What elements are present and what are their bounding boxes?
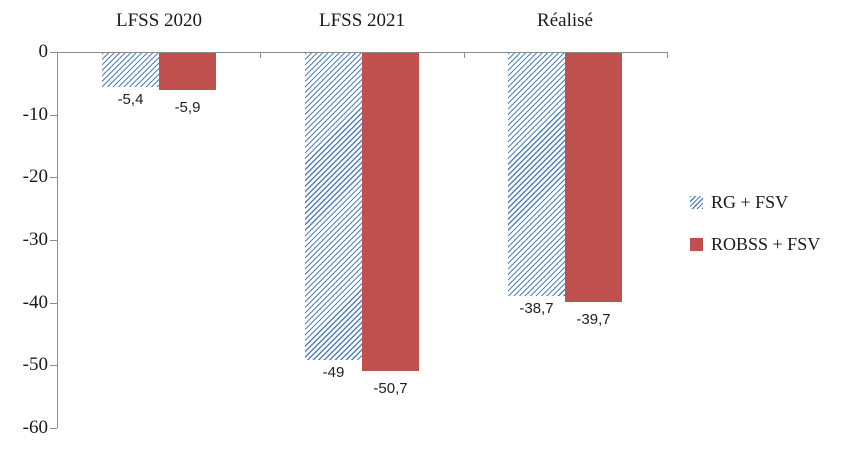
legend-label: RG + FSV	[711, 192, 789, 212]
y-axis-tick	[50, 115, 57, 116]
legend-item-rg-fsv: RG + FSV	[690, 192, 820, 213]
category-boundary-tick	[667, 52, 668, 58]
y-axis-tick-label: -10	[22, 104, 48, 125]
bar-value-label: -38,7	[519, 300, 554, 317]
y-axis-tick	[50, 177, 57, 178]
legend-swatch-solid-icon	[690, 238, 703, 251]
bar-robss-fsv-3	[565, 53, 622, 302]
bar-value-label: -50,7	[373, 380, 408, 397]
bar-value-label: -5,4	[117, 91, 144, 108]
bar-value-label: -49	[322, 364, 345, 381]
bar-robss-fsv-2	[362, 53, 419, 371]
y-axis-tick	[50, 52, 57, 53]
y-axis-tick	[50, 365, 57, 366]
bar-value-label: -5,9	[174, 99, 201, 116]
y-axis-tick	[50, 240, 57, 241]
y-axis-tick-label: 0	[38, 41, 49, 62]
y-axis-tick	[50, 303, 57, 304]
legend-swatch-hatched-icon	[690, 196, 703, 209]
y-axis-line	[57, 52, 58, 428]
category-label-lfss-2021: LFSS 2021	[318, 10, 406, 31]
legend-label: ROBSS + FSV	[711, 234, 821, 254]
legend: RG + FSV ROBSS + FSV	[690, 192, 820, 276]
category-boundary-tick	[464, 52, 465, 58]
bar-rg-fsv-2	[305, 53, 362, 360]
legend-item-robss-fsv: ROBSS + FSV	[690, 234, 820, 255]
y-axis-tick	[50, 428, 57, 429]
category-label-realise: Réalisé	[537, 10, 593, 31]
category-label-lfss-2020: LFSS 2020	[115, 10, 203, 31]
category-boundary-tick	[260, 52, 261, 58]
bar-robss-fsv-1	[159, 53, 216, 90]
y-axis-tick-label: -40	[22, 292, 48, 313]
bar-rg-fsv-3	[508, 53, 565, 296]
x-axis-line	[57, 52, 667, 53]
y-axis-tick-label: -20	[22, 166, 48, 187]
y-axis-tick-label: -50	[22, 354, 48, 375]
bar-value-label: -39,7	[576, 311, 611, 328]
bar-rg-fsv-1	[102, 53, 159, 87]
y-axis-tick-label: -60	[22, 417, 48, 438]
y-axis-tick-label: -30	[22, 229, 48, 250]
